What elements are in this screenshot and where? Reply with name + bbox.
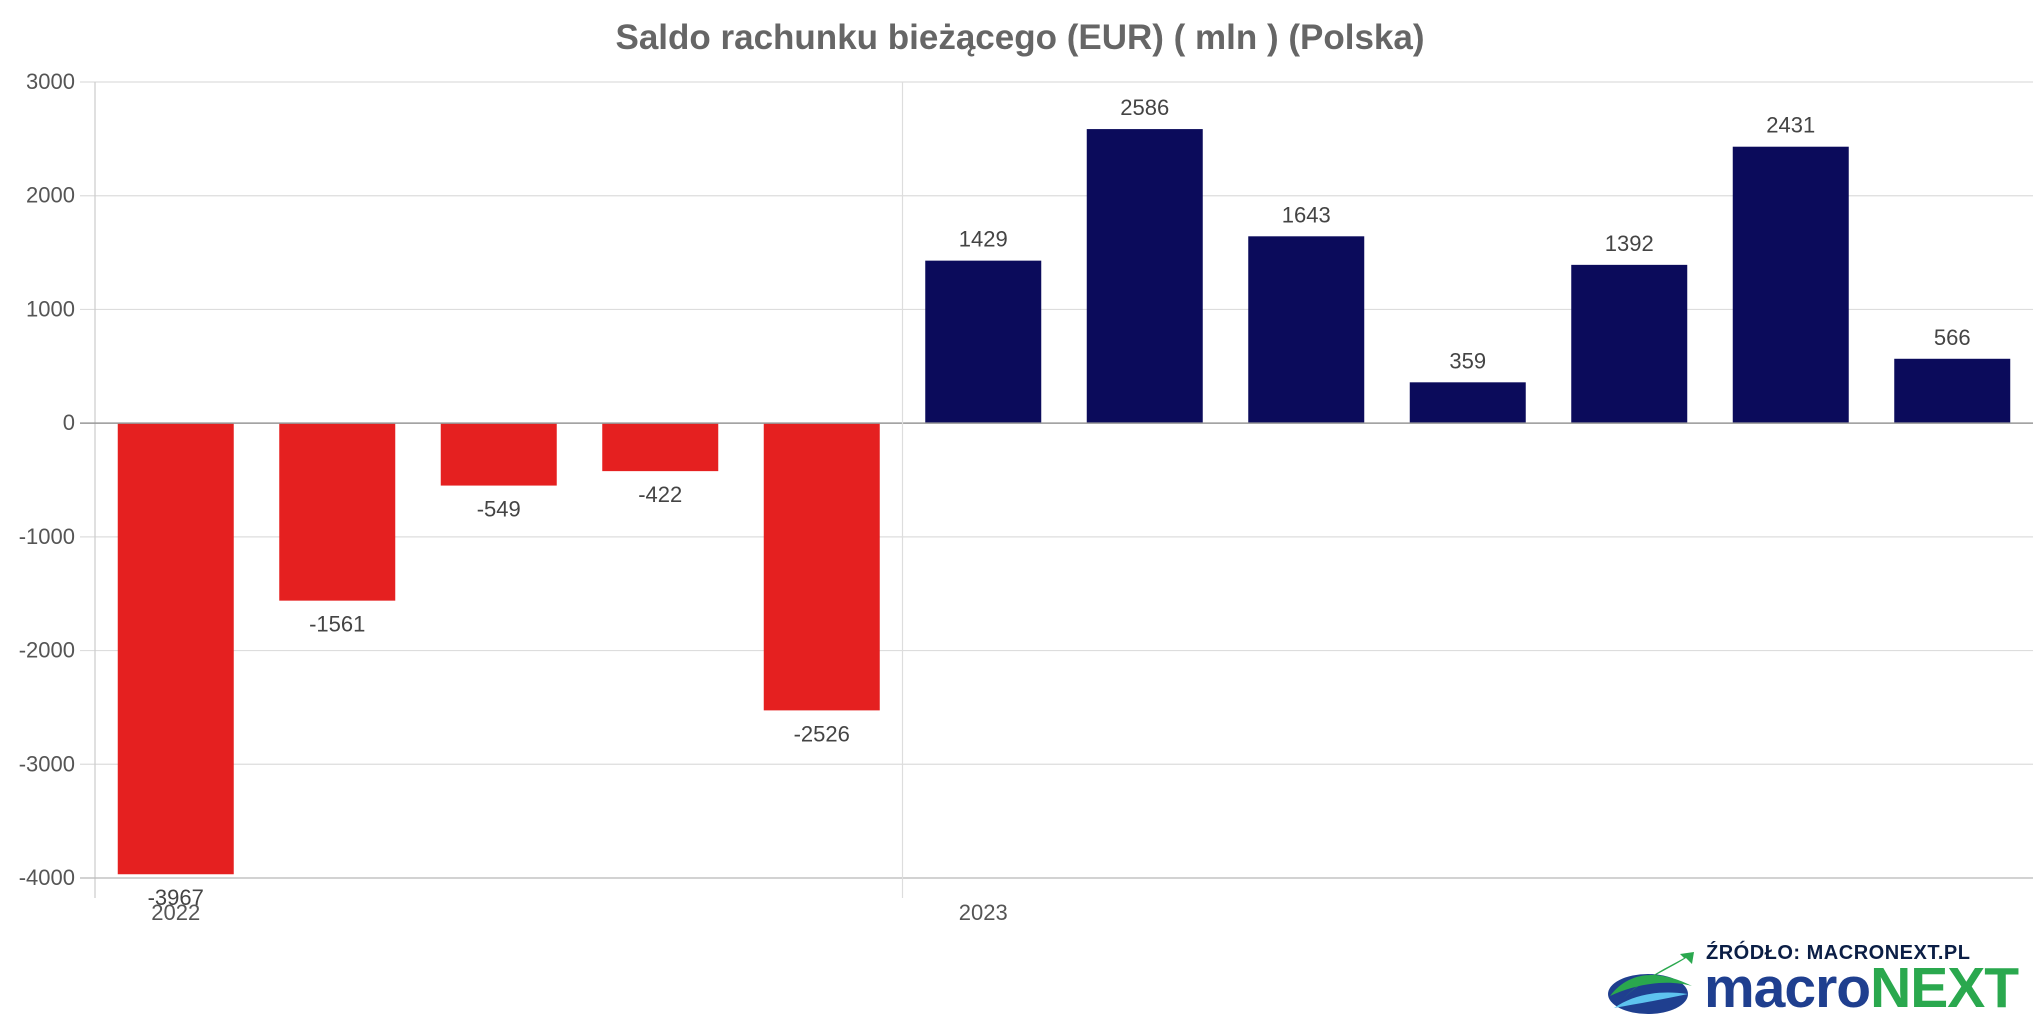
data-label: 1429 bbox=[959, 227, 1008, 252]
macronext-logo-icon bbox=[1608, 952, 1694, 1014]
x-axis-group-labels: 2022 2023 bbox=[151, 82, 1008, 925]
chart-title: Saldo rachunku bieżącego (EUR) ( mln ) (… bbox=[615, 18, 1425, 57]
data-label: 2586 bbox=[1120, 95, 1169, 120]
y-tick-label: -3000 bbox=[19, 751, 75, 776]
bar bbox=[1409, 382, 1526, 424]
bar bbox=[763, 423, 880, 711]
y-tick-label: -4000 bbox=[19, 865, 75, 890]
bar bbox=[440, 423, 557, 486]
y-tick-label: 3000 bbox=[26, 69, 75, 94]
data-label: -3967 bbox=[148, 885, 204, 910]
data-label: -1561 bbox=[309, 612, 365, 637]
bar bbox=[1571, 264, 1688, 424]
data-label: -2526 bbox=[794, 721, 850, 746]
x-group-label: 2023 bbox=[959, 900, 1008, 925]
data-label: 359 bbox=[1449, 348, 1486, 373]
y-tick-label: -1000 bbox=[19, 524, 75, 549]
bar bbox=[1086, 129, 1203, 424]
axes bbox=[80, 82, 2033, 898]
data-label: 1392 bbox=[1605, 231, 1654, 256]
source-label: ŹRÓDŁO: MACRONEXT.PL bbox=[1706, 942, 1971, 964]
y-tick-label: 0 bbox=[63, 410, 75, 435]
y-tick-label: 2000 bbox=[26, 183, 75, 208]
bar bbox=[279, 423, 396, 601]
y-tick-label: -2000 bbox=[19, 638, 75, 663]
bars bbox=[117, 129, 2011, 875]
data-label: -422 bbox=[638, 482, 682, 507]
brand-name: macroNEXT bbox=[1704, 960, 2019, 1017]
data-label: -549 bbox=[477, 497, 521, 522]
data-label: 1643 bbox=[1282, 202, 1331, 227]
x-group-label: 2022 bbox=[151, 900, 200, 925]
bar bbox=[925, 260, 1042, 424]
bar bbox=[602, 423, 719, 472]
data-labels: -3967 -1561 -549 -422 -2526 1429 2586 1643 359 13… bbox=[148, 95, 1971, 910]
bar bbox=[117, 423, 234, 875]
brand-name-part-2: NEXT bbox=[1870, 956, 2019, 1020]
source-attribution: ŹRÓDŁO: MACRONEXT.PL macroNEXT bbox=[1600, 942, 2019, 1020]
brand-name-part-1: macro bbox=[1704, 956, 1871, 1020]
bar bbox=[1732, 146, 1849, 424]
y-tick-label: 1000 bbox=[26, 296, 75, 321]
bar bbox=[1248, 236, 1365, 424]
y-axis-tick-labels: 3000 2000 1000 0 -1000 -2000 -3000 -4000 bbox=[19, 69, 75, 890]
data-label: 566 bbox=[1934, 325, 1971, 350]
data-label: 2431 bbox=[1766, 113, 1815, 138]
bar bbox=[1894, 358, 2011, 424]
